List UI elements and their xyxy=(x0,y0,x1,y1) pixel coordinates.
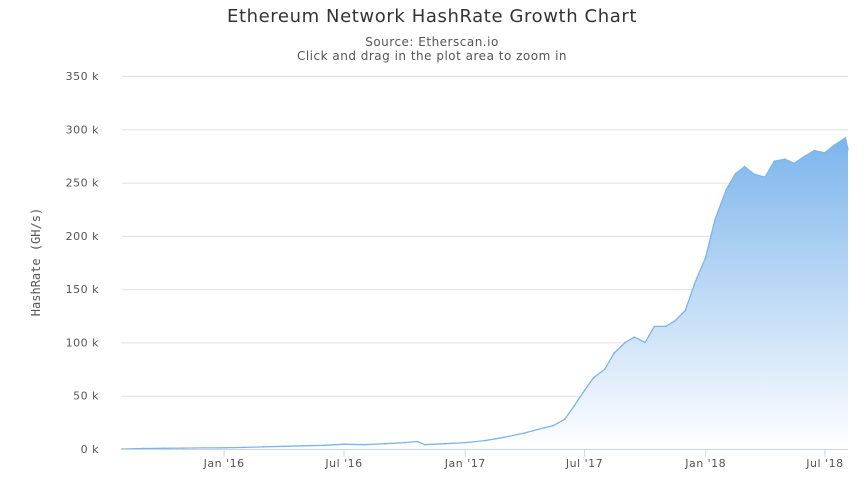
data-point xyxy=(573,405,575,408)
data-point xyxy=(543,426,546,429)
data-point xyxy=(262,446,265,448)
data-point xyxy=(813,149,816,152)
data-point xyxy=(613,352,615,354)
chart-subtitle-zoom-hint: Click and drag in the plot area to zoom … xyxy=(297,49,567,63)
data-point xyxy=(583,389,586,392)
data-point xyxy=(464,441,467,444)
y-tick-label: 300 k xyxy=(66,123,99,136)
data-point xyxy=(764,176,766,179)
data-point xyxy=(604,368,606,370)
y-tick-label: 0 k xyxy=(81,443,99,456)
x-tick-label: Jan '17 xyxy=(444,457,486,470)
data-point xyxy=(833,144,836,147)
data-point xyxy=(847,148,849,151)
data-point xyxy=(243,446,246,449)
data-point xyxy=(416,440,418,443)
data-point xyxy=(704,256,707,259)
data-point xyxy=(363,443,366,446)
series-area-fill xyxy=(122,137,848,450)
data-point xyxy=(734,173,737,175)
data-point xyxy=(142,447,145,450)
data-point xyxy=(673,320,676,322)
data-point xyxy=(503,436,505,439)
data-point xyxy=(523,432,526,434)
data-point xyxy=(403,441,406,444)
x-tick-label: Jan '18 xyxy=(684,457,726,470)
x-tick-label: Jul '16 xyxy=(324,457,362,470)
data-point xyxy=(804,155,807,157)
data-point xyxy=(183,447,185,449)
data-point xyxy=(664,325,667,328)
data-point xyxy=(714,219,716,221)
data-point xyxy=(424,443,426,446)
y-tick-label: 50 k xyxy=(73,390,99,403)
data-point xyxy=(844,136,847,139)
data-point xyxy=(443,442,446,445)
data-point xyxy=(773,160,776,163)
x-tick-label: Jan '16 xyxy=(203,457,245,470)
data-point xyxy=(752,173,755,175)
y-tick-label: 150 k xyxy=(66,283,99,296)
data-point xyxy=(343,443,345,446)
data-point xyxy=(484,439,487,442)
data-point xyxy=(323,444,326,447)
chart-title: Ethereum Network HashRate Growth Chart xyxy=(227,6,637,27)
data-point xyxy=(162,447,165,450)
data-point xyxy=(384,442,386,445)
y-tick-label: 250 k xyxy=(66,177,99,190)
data-point xyxy=(783,158,786,161)
data-point xyxy=(552,424,555,427)
series-area[interactable] xyxy=(121,136,849,450)
data-point xyxy=(743,165,746,168)
data-point xyxy=(302,444,305,447)
data-point xyxy=(684,309,687,312)
y-tick-label: 200 k xyxy=(66,230,99,243)
data-point xyxy=(563,418,566,421)
y-axis-ticks: 0 k 50 k 100 k 150 k 200 k 250 k 300 k 350 k xyxy=(66,70,99,456)
y-axis-label: HashRate (GH/s) xyxy=(29,208,43,316)
data-point xyxy=(693,282,696,285)
data-point xyxy=(202,447,205,449)
series-line xyxy=(121,137,849,450)
chart-subtitle-source: Source: Etherscan.io xyxy=(365,35,499,49)
data-point xyxy=(653,325,656,328)
data-point xyxy=(644,341,646,344)
data-point xyxy=(824,151,826,154)
x-tick-label: Jul '17 xyxy=(565,457,603,470)
data-point xyxy=(592,376,595,379)
data-point xyxy=(283,445,285,448)
data-point xyxy=(633,336,636,338)
data-point xyxy=(725,189,727,191)
data-point xyxy=(793,162,795,165)
x-axis-ticks: Jan '16 Jul '16 Jan '17 Jul '17 Jan '18 Jul '… xyxy=(203,449,843,470)
data-point xyxy=(624,341,627,344)
data-point xyxy=(223,446,226,449)
y-tick-label: 350 k xyxy=(66,70,99,83)
grid-lines xyxy=(122,76,848,397)
x-tick-label: Jul '18 xyxy=(805,457,843,470)
y-tick-label: 100 k xyxy=(66,336,99,349)
